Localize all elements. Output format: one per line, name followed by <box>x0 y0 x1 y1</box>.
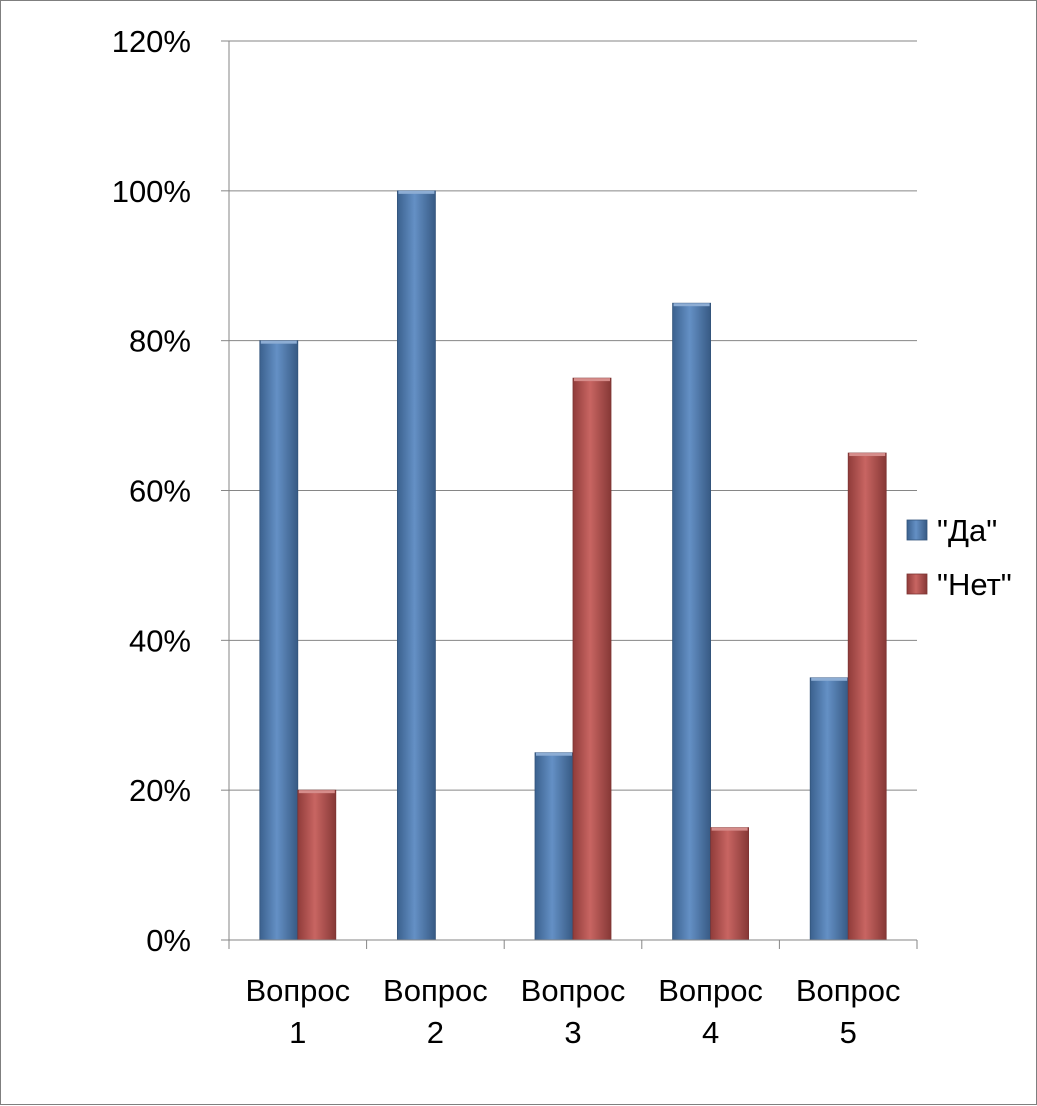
bar-top-highlight <box>574 378 610 382</box>
bar-no-5 <box>847 452 887 941</box>
y-tick-label: 100% <box>112 174 191 209</box>
x-tick-label: Вопрос 2 <box>383 973 488 1050</box>
bar-top-highlight <box>673 303 710 307</box>
bar-top-highlight <box>260 340 297 344</box>
bar-top-highlight <box>811 677 848 681</box>
bar-no-4 <box>710 827 749 941</box>
legend-label-yes: "Да" <box>937 513 997 548</box>
legend-swatch-no <box>906 573 928 595</box>
bar-top-highlight <box>536 752 572 756</box>
y-tick-label: 0% <box>146 923 191 958</box>
bar-top-highlight <box>298 790 335 794</box>
bar-yes-3 <box>534 752 574 941</box>
bar-yes-5 <box>809 677 849 941</box>
y-tick-label: 80% <box>129 324 191 359</box>
bar-yes-4 <box>672 302 711 941</box>
legend-label-no: "Нет" <box>937 567 1012 602</box>
bar-yes-1 <box>259 340 299 941</box>
x-tick-label: Вопрос 4 <box>658 973 763 1050</box>
y-tick-label: 20% <box>129 773 191 808</box>
bar-no-3 <box>572 377 612 941</box>
bar-top-highlight <box>849 453 886 457</box>
x-tick-label: Вопрос 3 <box>521 973 626 1050</box>
y-tick-label: 60% <box>129 474 191 509</box>
x-tick-label: Вопрос 1 <box>245 973 350 1050</box>
bar-top-highlight <box>711 827 748 831</box>
y-tick-label: 120% <box>112 24 191 59</box>
y-tick-label: 40% <box>129 623 191 658</box>
bar-top-highlight <box>398 190 435 194</box>
bar-no-1 <box>297 789 337 941</box>
bar-yes-2 <box>396 190 436 941</box>
legend-swatch-yes <box>906 519 928 541</box>
x-tick-label: Вопрос 5 <box>796 973 901 1050</box>
